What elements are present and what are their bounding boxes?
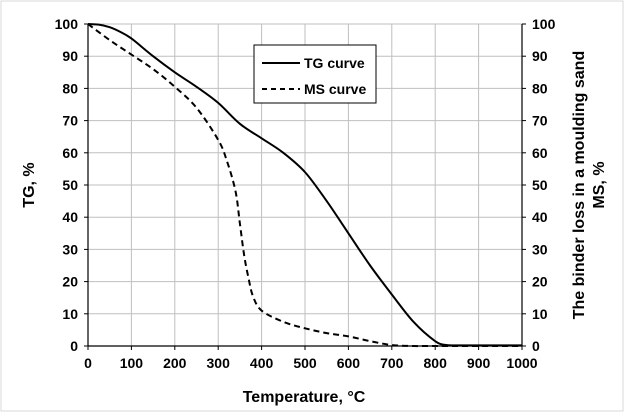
- y2-axis-title-line1: The binder loss in a moulding sand: [571, 51, 588, 319]
- y-tick-label: 40: [62, 209, 78, 225]
- legend-box: [253, 44, 377, 104]
- x-tick-label: 800: [424, 355, 448, 371]
- series-lines: [87, 23, 522, 348]
- y-tick-label: 50: [62, 177, 78, 193]
- x-tick-label: 500: [293, 355, 317, 371]
- x-tick-label: 600: [337, 355, 361, 371]
- y2-tick-label: 80: [532, 80, 548, 96]
- y-tick-label: 100: [55, 16, 79, 32]
- tg-curve-line: [87, 23, 522, 347]
- x-axis-title: Temperature, °C: [243, 389, 366, 406]
- x-tick-label: 1000: [506, 355, 537, 371]
- y-axis-title: TG, %: [21, 162, 38, 207]
- x-tick-label: 100: [120, 355, 144, 371]
- y2-tick-label: 20: [532, 274, 548, 290]
- y2-tick-label: 60: [532, 145, 548, 161]
- y-tick-label: 60: [62, 145, 78, 161]
- x-tick-label: 900: [467, 355, 491, 371]
- ms-curve-line: [87, 23, 522, 348]
- legend-label-ms-curve: MS curve: [304, 81, 366, 97]
- y2-tick-label: 90: [532, 48, 548, 64]
- x-tick-label: 400: [250, 355, 274, 371]
- x-tick-label: 200: [163, 355, 187, 371]
- y-tick-label: 20: [62, 274, 78, 290]
- x-tick-label: 0: [84, 355, 92, 371]
- y2-tick-label: 100: [532, 16, 556, 32]
- y2-tick-label: 10: [532, 306, 548, 322]
- x-tick-label: 300: [207, 355, 231, 371]
- y-tick-label: 10: [62, 306, 78, 322]
- legend-label-tg-curve: TG curve: [304, 55, 365, 71]
- y-tick-label: 0: [70, 338, 78, 354]
- y2-tick-label: 40: [532, 209, 548, 225]
- y-tick-label: 80: [62, 80, 78, 96]
- y2-tick-label: 30: [532, 241, 548, 257]
- y2-tick-label: 50: [532, 177, 548, 193]
- y-tick-label: 30: [62, 241, 78, 257]
- legend: TG curve MS curve: [253, 44, 377, 104]
- y-tick-label: 90: [62, 48, 78, 64]
- x-tick-label: 700: [380, 355, 404, 371]
- y2-tick-label: 0: [532, 338, 540, 354]
- y2-axis-title-line2: MS, %: [591, 161, 608, 208]
- y-tick-label: 70: [62, 113, 78, 129]
- y2-tick-label: 70: [532, 113, 548, 129]
